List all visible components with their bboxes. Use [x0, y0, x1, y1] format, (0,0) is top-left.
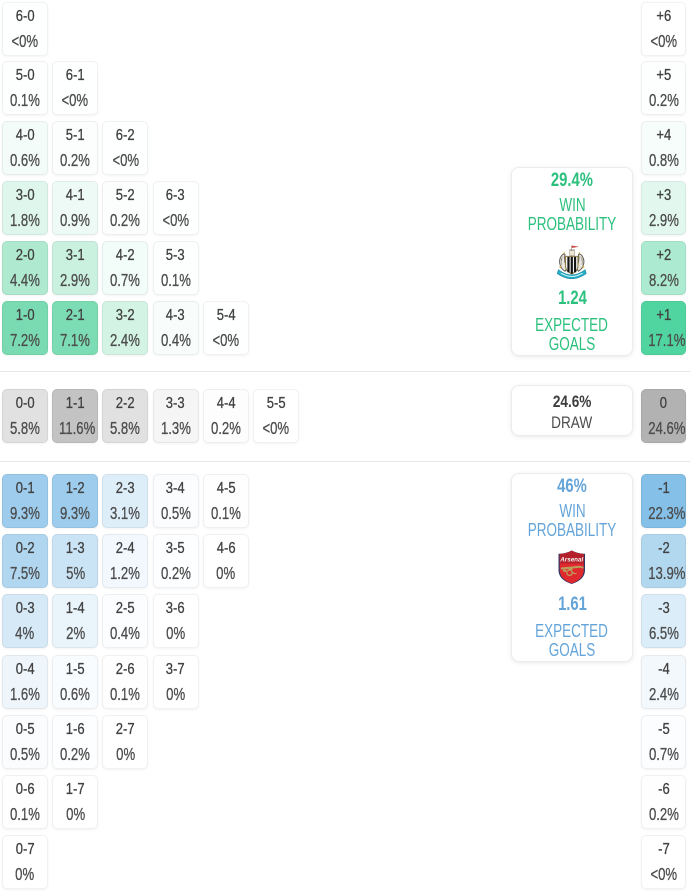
- svg-text:Arsenal: Arsenal: [560, 556, 584, 563]
